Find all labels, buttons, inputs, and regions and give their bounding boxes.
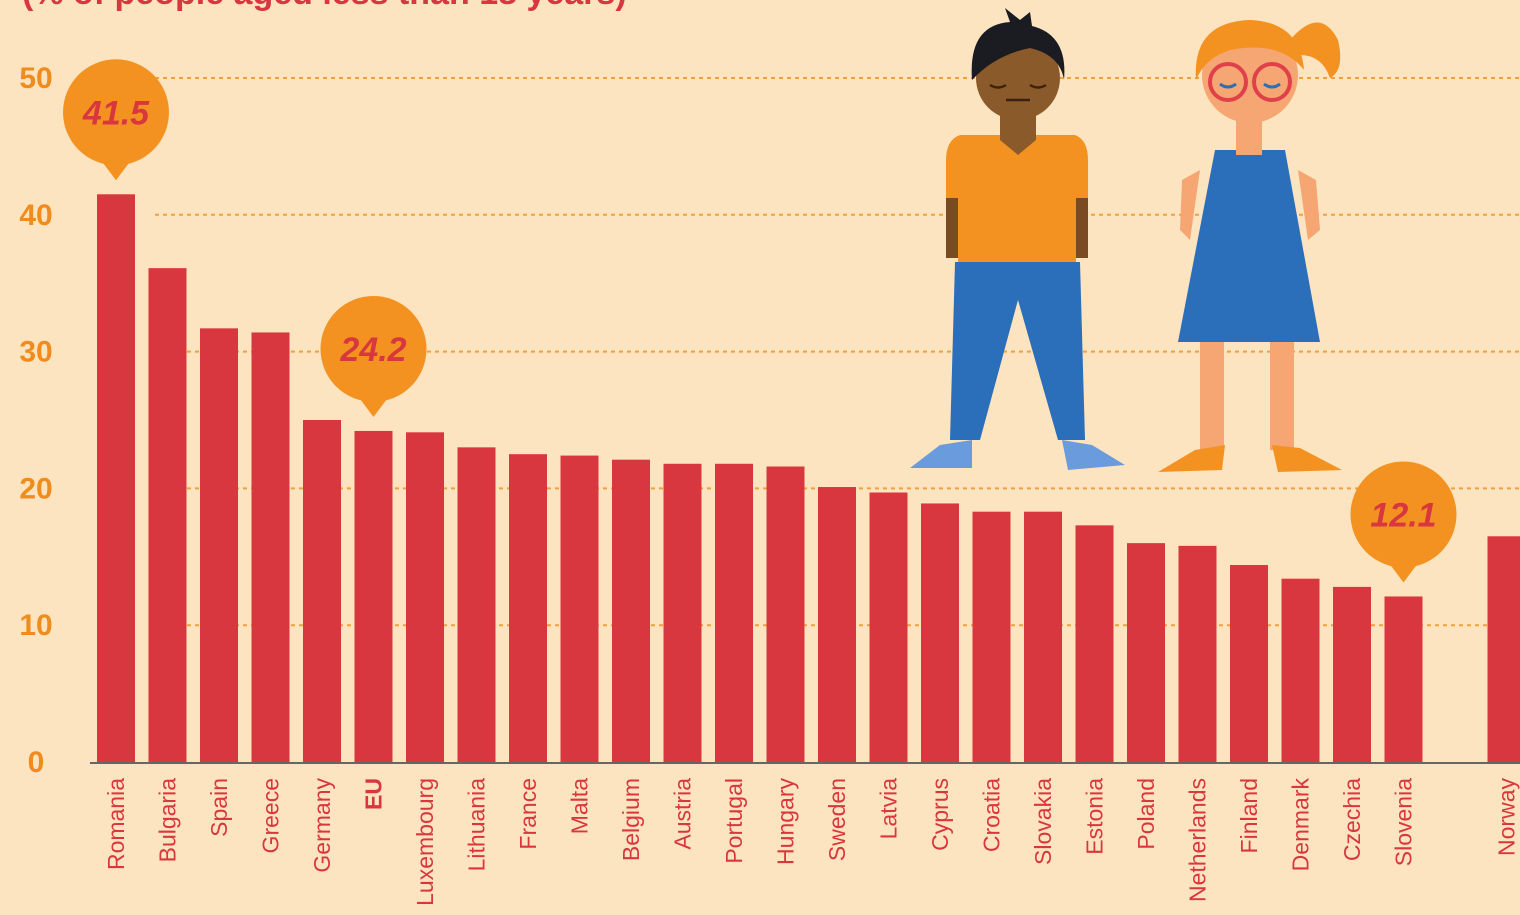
- x-tick-label: Poland: [1133, 778, 1159, 850]
- x-tick-label: Sweden: [824, 778, 850, 861]
- y-tick-label: 0: [28, 746, 45, 779]
- bar: [1178, 545, 1217, 762]
- x-tick-label: Austria: [670, 778, 696, 850]
- callout-bubble: [63, 59, 169, 166]
- bar: [972, 511, 1011, 762]
- boy-illustration: [910, 8, 1125, 470]
- x-tick-label: Belgium: [618, 778, 644, 861]
- bar: [251, 332, 290, 762]
- bar: [1333, 586, 1371, 762]
- data-label: 41.5: [82, 94, 150, 132]
- x-tick-label: France: [515, 778, 541, 850]
- data-label: 12.1: [1370, 496, 1436, 534]
- bar: [1281, 578, 1320, 762]
- x-tick-label: Latvia: [876, 778, 902, 840]
- bar: [766, 466, 805, 762]
- x-tick-label: Germany: [309, 778, 335, 873]
- bar: [921, 503, 959, 762]
- bar: [560, 455, 599, 762]
- x-tick-label: Greece: [258, 778, 284, 853]
- callout-bubble: [320, 295, 427, 402]
- x-tick-label: Lithuania: [464, 778, 490, 872]
- bar: [1384, 596, 1423, 762]
- bar: [663, 463, 702, 762]
- x-tick-label: Netherlands: [1185, 778, 1211, 902]
- bar: [1127, 543, 1165, 762]
- bar: [1024, 511, 1062, 762]
- girl-illustration: [1158, 20, 1342, 472]
- x-tick-label: Hungary: [773, 778, 799, 865]
- bar: [457, 447, 496, 762]
- y-tick-label: 10: [19, 609, 52, 642]
- bar: [1075, 525, 1114, 762]
- x-tick-label: Romania: [103, 778, 129, 870]
- x-tick-label: Finland: [1236, 778, 1262, 853]
- x-tick-label: Luxembourg: [412, 778, 438, 906]
- x-tick-label: Slovakia: [1030, 778, 1056, 865]
- bar: [303, 420, 341, 762]
- chart-subtitle: (% of people aged less than 18 years): [22, 0, 627, 12]
- bar: [406, 432, 444, 762]
- bars: [97, 194, 1520, 762]
- x-tick-label: Portugal: [721, 778, 747, 864]
- x-tick-label: Czechia: [1339, 778, 1365, 861]
- bar: [97, 194, 135, 762]
- y-tick-label: 50: [19, 62, 52, 95]
- data-label: 24.2: [339, 331, 406, 369]
- x-tick-label: Cyprus: [927, 778, 953, 851]
- x-tick-label: Denmark: [1288, 778, 1314, 872]
- x-tick-label: Croatia: [979, 778, 1005, 852]
- x-tick-label: Spain: [206, 778, 232, 837]
- x-tick-label: Slovenia: [1391, 778, 1417, 866]
- bar: [200, 328, 238, 762]
- bar: [612, 459, 650, 762]
- bar: [1487, 536, 1520, 762]
- bar: [148, 268, 187, 762]
- x-tick-label: EU: [361, 778, 387, 810]
- x-tick-label: Estonia: [1082, 778, 1108, 855]
- bar: [715, 463, 753, 762]
- y-tick-label: 30: [19, 336, 52, 369]
- bar: [818, 487, 856, 762]
- x-tick-label: Malta: [567, 778, 593, 834]
- y-tick-label: 40: [19, 199, 52, 232]
- bar: [509, 454, 547, 762]
- x-tick-label: Norway: [1494, 778, 1520, 856]
- y-tick-label: 20: [19, 472, 52, 505]
- bar: [1230, 565, 1268, 762]
- bar: [869, 492, 908, 762]
- bar: [354, 430, 393, 762]
- x-tick-label: Bulgaria: [155, 778, 181, 863]
- callout-bubble: [1350, 461, 1457, 568]
